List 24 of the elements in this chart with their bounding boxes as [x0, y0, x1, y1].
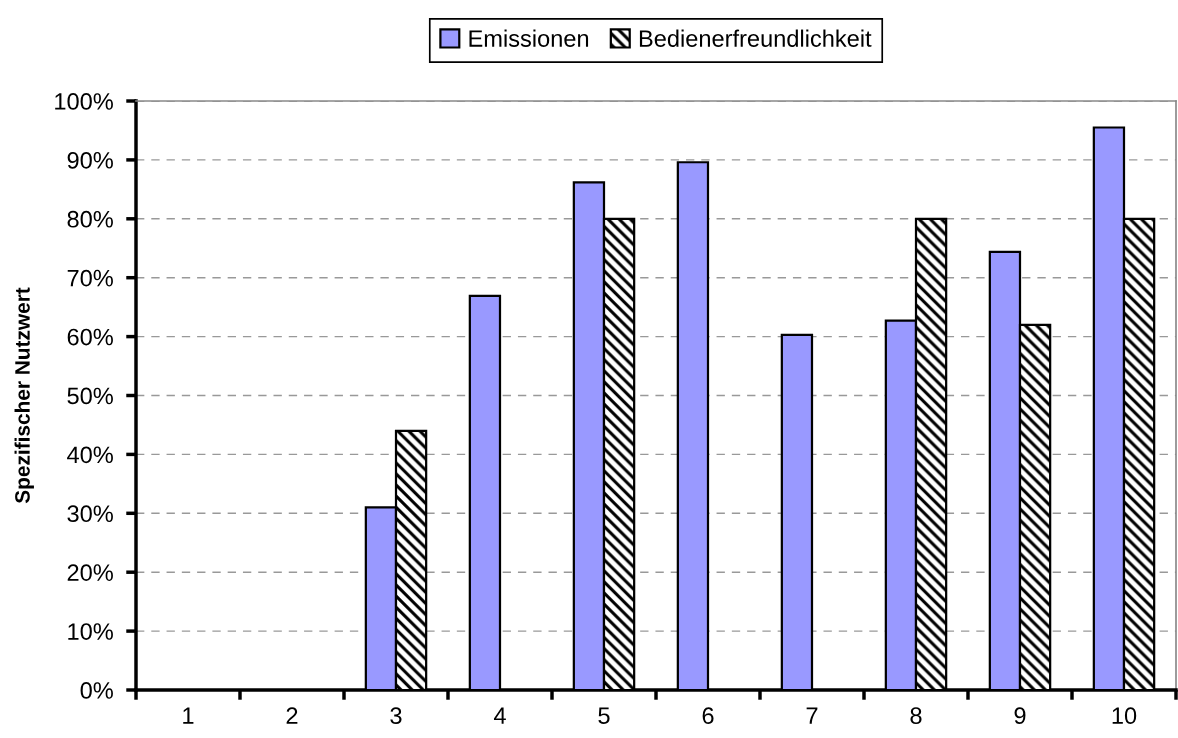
- y-axis-title: Spezifischer Nutzwert: [14, 287, 34, 504]
- y-tick-label: 40%: [67, 446, 113, 464]
- y-tick-label: 0%: [80, 682, 113, 699]
- x-tick-label: 4: [493, 707, 506, 724]
- x-tick-label: 1: [183, 707, 194, 724]
- y-tick-label: 80%: [67, 210, 113, 228]
- y-tick-label: 50%: [67, 387, 113, 405]
- legend-label: Bedienerfreundlichkeit: [639, 29, 872, 47]
- x-tick-label: 6: [702, 707, 714, 725]
- y-tick-label: 90%: [67, 151, 113, 169]
- legend-label: Emissionen: [469, 29, 589, 47]
- y-tick-label: 10%: [68, 623, 113, 640]
- x-tick-label: 3: [390, 707, 402, 725]
- x-tick-label: 5: [598, 707, 610, 725]
- y-tick-label: 100%: [55, 93, 113, 110]
- x-tick-label: 8: [910, 707, 922, 725]
- y-tick-label: 30%: [67, 505, 113, 523]
- x-tick-label: 9: [1014, 707, 1026, 725]
- x-tick-label: 10: [1112, 707, 1137, 725]
- y-tick-label: 20%: [67, 564, 113, 581]
- y-tick-label: 60%: [67, 328, 113, 346]
- x-tick-label: 2: [286, 707, 298, 724]
- x-tick-label: 7: [806, 707, 818, 724]
- y-tick-label: 70%: [67, 269, 113, 287]
